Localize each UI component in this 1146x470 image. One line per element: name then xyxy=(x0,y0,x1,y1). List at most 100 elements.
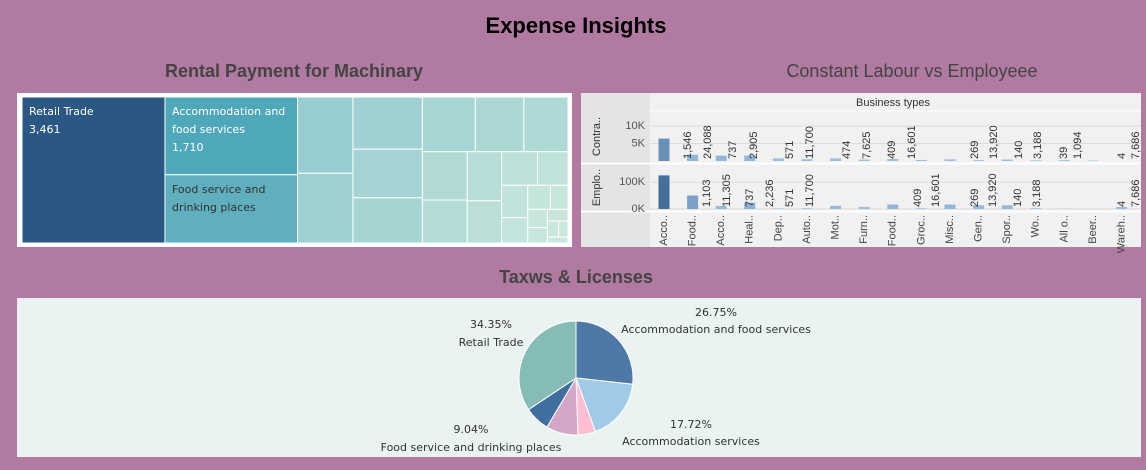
bar xyxy=(887,159,899,161)
data-label: 3,188 xyxy=(1031,179,1043,207)
category-label: Accommodation and food services xyxy=(171,105,286,136)
chart-title: Taxws & Licenses xyxy=(499,267,653,287)
x-tick-label: Beer.. xyxy=(1087,215,1099,244)
value-label: 1,710 xyxy=(171,141,204,154)
x-tick-label: Gen.. xyxy=(973,215,985,242)
treemap-cell xyxy=(474,96,525,153)
bar xyxy=(1116,206,1128,209)
bar xyxy=(772,208,784,209)
bar xyxy=(1001,159,1013,161)
y-tick-label: 100K xyxy=(619,176,645,188)
treemap-cell xyxy=(537,151,569,186)
data-label: 4 xyxy=(1116,153,1128,159)
data-label: 7,625 xyxy=(861,131,873,159)
bar xyxy=(715,155,727,161)
treemap-cell xyxy=(523,96,569,153)
data-label: 16,601 xyxy=(906,125,918,159)
treemap-cell xyxy=(546,220,560,238)
bar xyxy=(1001,205,1013,209)
bar xyxy=(973,205,985,209)
data-label: 11,700 xyxy=(804,174,816,207)
x-tick-label: All o.. xyxy=(1058,215,1070,243)
data-label: 571 xyxy=(784,141,796,159)
cell-label: Retail Trade 3,461 xyxy=(29,103,160,139)
data-label: 7,686 xyxy=(1130,131,1142,159)
category-label: Accommodation and food services xyxy=(621,323,811,336)
bar xyxy=(858,159,870,161)
value-label: 17.72% xyxy=(670,418,712,431)
bar xyxy=(858,206,870,209)
treemap-cell xyxy=(466,151,503,202)
chart-title: Constant Labour vs Employeee xyxy=(786,61,1037,81)
cell-label: Food service and drinking places xyxy=(172,181,293,217)
x-tick-label: Dep.. xyxy=(772,215,784,241)
data-label: 13,920 xyxy=(988,125,1000,159)
treemap-cell xyxy=(527,184,551,210)
category-label: Accommodation services xyxy=(622,435,760,448)
x-tick-label: Furn.. xyxy=(858,215,870,244)
value-label: 3,461 xyxy=(29,123,61,136)
cell-label-box: Food service and drinking places xyxy=(172,181,293,217)
category-label: Retail Trade xyxy=(459,336,524,349)
x-tick-label: Misc.. xyxy=(944,215,956,244)
x-tick-label: Food.. xyxy=(887,215,899,246)
bar xyxy=(658,175,670,209)
data-label: 409 xyxy=(886,141,898,159)
data-label: 13,920 xyxy=(987,173,999,207)
pie-slice xyxy=(518,320,577,411)
data-label: 140 xyxy=(1013,141,1025,159)
chart-title: Rental Payment for Machinary xyxy=(165,61,423,81)
x-tick-label: Auto.. xyxy=(801,215,813,244)
cell-label: Accommodation and food services 1,710 xyxy=(172,103,293,157)
treemap-cell xyxy=(527,208,548,229)
data-label: 39 xyxy=(1058,147,1070,159)
value-label: 9.04% xyxy=(454,423,489,436)
series-label: Emplo.. xyxy=(591,169,603,206)
bar xyxy=(744,202,756,209)
x-tick-label: Mot.. xyxy=(830,215,842,239)
category-label: Retail Trade xyxy=(29,105,94,118)
data-label: 409 xyxy=(912,189,924,207)
treemap-cell xyxy=(466,200,503,244)
plot-area xyxy=(650,93,1141,247)
treemap-cell xyxy=(21,96,166,244)
data-label: 11,305 xyxy=(721,174,733,207)
cell-label-box: Accommodation and food services 1,710 xyxy=(172,103,293,157)
pie-slice xyxy=(575,320,634,385)
data-label: 4 xyxy=(1116,201,1128,207)
data-label: 11,700 xyxy=(804,126,816,159)
cell-label-box: Retail Trade 3,461 xyxy=(29,103,160,139)
treemap-cell xyxy=(501,184,529,219)
treemap-cell xyxy=(546,208,569,222)
y-tick-label: 10K xyxy=(625,120,645,132)
treemap-cell xyxy=(164,174,299,244)
bar xyxy=(915,159,927,161)
x-tick-label: Acco.. xyxy=(658,215,670,246)
data-label: 269 xyxy=(969,189,981,207)
treemap-cell xyxy=(546,236,569,244)
data-label: 737 xyxy=(744,189,756,207)
treemap-cell xyxy=(558,220,569,238)
bar xyxy=(658,138,670,161)
bar xyxy=(915,208,927,209)
bar xyxy=(944,204,956,209)
data-label: 7,686 xyxy=(1130,179,1142,207)
data-label: 474 xyxy=(841,141,853,159)
y-tick-label: 0K xyxy=(632,203,646,215)
x-tick-label: Heal.. xyxy=(744,215,756,244)
x-tick-label: Acco.. xyxy=(715,215,727,246)
value-label: 26.75% xyxy=(695,306,737,319)
treemap-cell xyxy=(297,96,354,174)
bar xyxy=(801,159,813,161)
treemap-cell xyxy=(352,197,423,244)
bar xyxy=(772,158,784,161)
data-label: 1,103 xyxy=(701,179,713,207)
pie-slice xyxy=(575,377,634,433)
data-label: 16,601 xyxy=(930,173,942,207)
treemap-cell xyxy=(421,151,468,201)
data-label: 3,188 xyxy=(1032,131,1044,159)
bar xyxy=(715,205,727,209)
treemap-cell xyxy=(421,199,468,244)
x-tick-label: Wareh.. xyxy=(1116,215,1128,253)
